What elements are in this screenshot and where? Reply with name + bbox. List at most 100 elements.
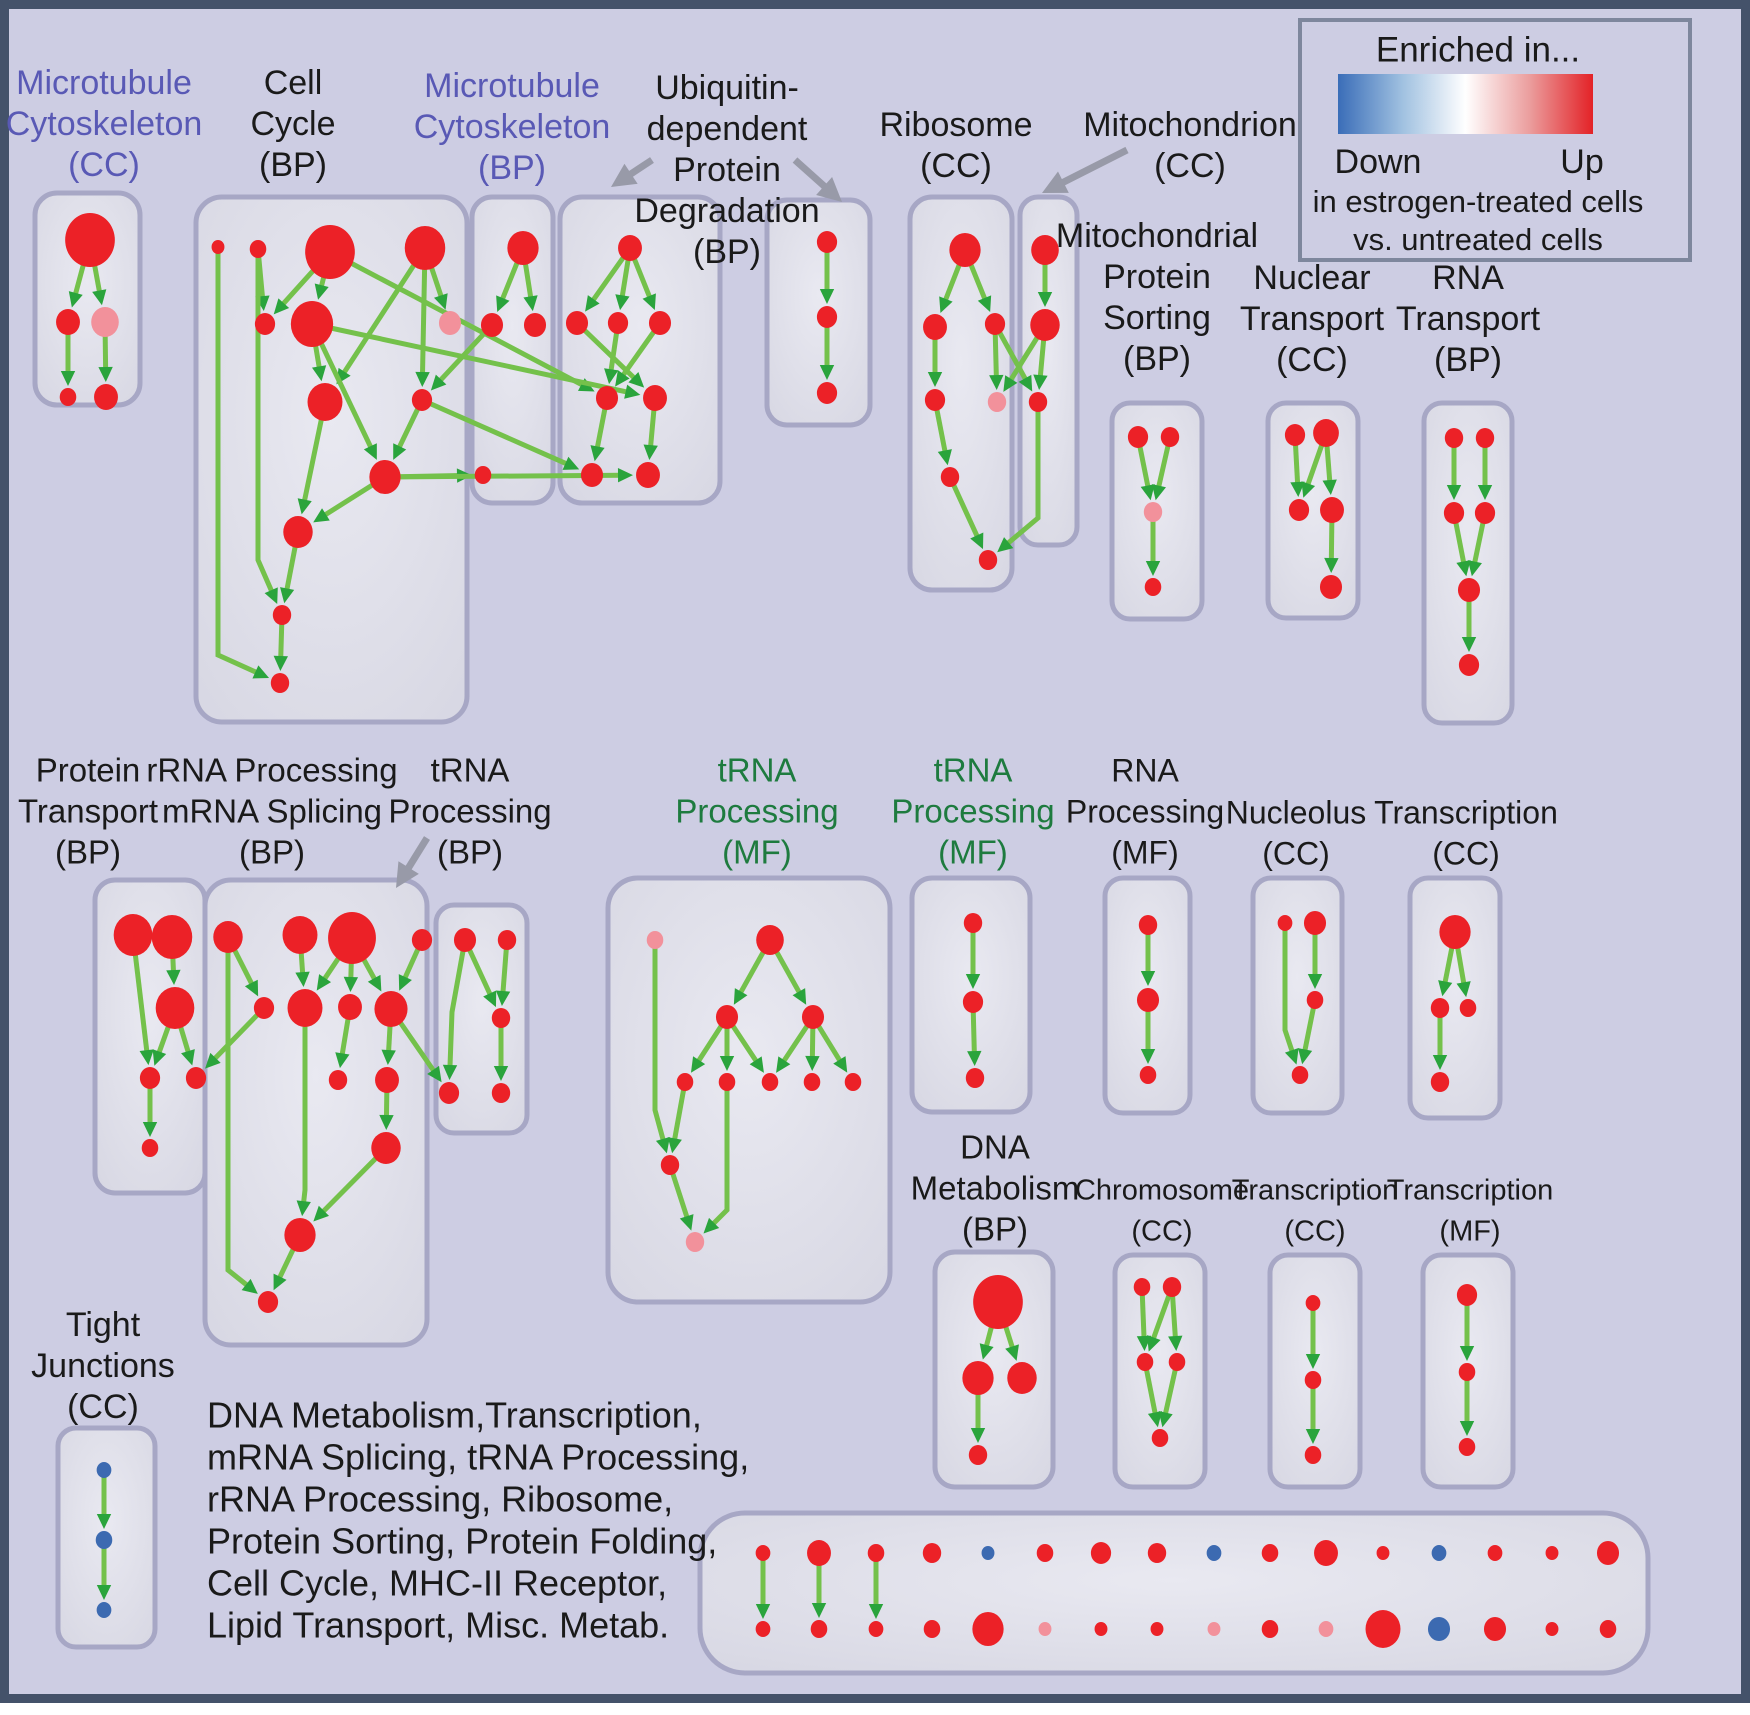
gray-arrowhead-mitochondrion xyxy=(1042,171,1069,193)
edge-arrowhead xyxy=(690,1056,706,1073)
go-term-node xyxy=(1304,1371,1322,1389)
edge-line xyxy=(319,1146,388,1216)
gray-arrow-line-mitochondrion xyxy=(1058,146,1129,188)
edge-line xyxy=(255,249,276,595)
label-line: Cell xyxy=(264,64,323,102)
edge-arrowhead xyxy=(655,1137,670,1154)
edge-arrowhead xyxy=(703,1217,720,1234)
label-line: Transcription xyxy=(1232,1175,1399,1207)
edge-arrowhead xyxy=(819,365,835,380)
go-term-node xyxy=(96,1462,112,1478)
edge-line xyxy=(340,246,428,377)
cluster-box-chromosome xyxy=(1112,1252,1208,1490)
go-term-node xyxy=(305,225,355,279)
label-line: (BP) xyxy=(1123,340,1191,378)
label-line: Ribosome xyxy=(879,106,1032,144)
label-line: Nucleolus xyxy=(1226,794,1367,830)
label-line: tRNA xyxy=(431,752,510,789)
edge-line xyxy=(1004,402,1041,548)
go-term-node xyxy=(307,383,343,421)
label-line: Processing xyxy=(891,793,1054,830)
go-term-node xyxy=(595,386,619,410)
go-term-node xyxy=(369,460,401,494)
cluster-box-misc-row xyxy=(697,1510,1651,1676)
edge-arrowhead xyxy=(1477,485,1493,500)
edge-arrowhead xyxy=(615,370,630,387)
go-term-node xyxy=(96,1602,112,1618)
go-term-node xyxy=(1303,911,1327,935)
cluster-box-transcription-cc-bot xyxy=(1267,1252,1363,1490)
go-term-node xyxy=(973,1275,1023,1329)
misc-categories-line: Lipid Transport, Misc. Metab. xyxy=(207,1605,669,1646)
go-term-node xyxy=(1144,578,1162,596)
go-term-node xyxy=(1261,1620,1279,1638)
edge-arrowhead xyxy=(590,445,605,462)
go-term-node xyxy=(1456,1284,1478,1306)
edge-arrowhead xyxy=(1037,292,1053,307)
cluster-labels: MicrotubuleCytoskeleton(CC)CellCycle(BP)… xyxy=(6,64,1558,1426)
label-line: (MF) xyxy=(938,834,1008,871)
go-term-node xyxy=(660,1155,680,1175)
edge-arrowhead xyxy=(776,1056,791,1073)
label-line: Tight xyxy=(66,1306,141,1344)
go-term-node xyxy=(375,1067,399,1093)
go-term-node xyxy=(253,997,275,1019)
label-line: Junctions xyxy=(31,1347,175,1385)
go-term-node xyxy=(643,385,667,411)
go-term-node xyxy=(580,463,604,487)
cluster-box-transcription-cc-mid xyxy=(1407,875,1503,1121)
go-term-node xyxy=(91,307,119,337)
go-term-node xyxy=(816,382,838,404)
label-line: Cytoskeleton xyxy=(414,108,611,146)
edge-arrowhead xyxy=(335,1052,350,1069)
edge-arrowhead xyxy=(1003,375,1018,392)
legend-body-line: in estrogen-treated cells xyxy=(1313,184,1644,219)
label-pointer-arrows xyxy=(396,146,1129,888)
label-line: (BP) xyxy=(478,149,546,187)
edge-arrowhead xyxy=(316,974,332,991)
go-term-node xyxy=(328,1070,348,1090)
label-line: Microtubule xyxy=(16,64,192,102)
go-term-node xyxy=(1599,1620,1617,1638)
go-term-node xyxy=(249,240,267,258)
edge-arrowhead xyxy=(1140,1049,1156,1064)
edge-arrowhead xyxy=(1324,557,1339,574)
edge-arrowhead xyxy=(433,293,448,310)
edge-arrowhead xyxy=(273,1273,287,1291)
go-term-node xyxy=(867,1544,885,1562)
edge-arrowhead xyxy=(1005,1344,1019,1361)
label-transcription-cc-2: Transcription (CC) xyxy=(1232,1175,1399,1248)
edge-arrowhead xyxy=(427,1065,442,1083)
go-term-node xyxy=(139,1067,161,1089)
edge-arrowhead xyxy=(1438,980,1453,997)
go-term-node xyxy=(1151,1429,1169,1447)
go-term-node xyxy=(965,1068,985,1088)
label-line: (CC) xyxy=(1262,835,1330,871)
go-term-node xyxy=(480,313,504,337)
go-term-node xyxy=(1314,1540,1338,1566)
label-line: RNA xyxy=(1111,752,1179,788)
edge-arrowhead xyxy=(1147,1411,1163,1428)
edge-arrowhead xyxy=(1461,637,1477,652)
legend-up-label: Up xyxy=(1560,143,1603,181)
edge-arrowhead xyxy=(1456,981,1471,998)
go-term-node xyxy=(1376,1546,1390,1560)
misc-categories-line: DNA Metabolism,Transcription, xyxy=(207,1395,702,1436)
edge-arrowhead xyxy=(733,988,748,1005)
label-rrna-processing: rRNA Processing mRNA Splicing (BP) xyxy=(146,752,397,871)
label-mitochondrion: Mitochondrion(CC) xyxy=(1083,106,1297,185)
go-term-node xyxy=(1457,578,1481,602)
label-line: tRNA xyxy=(934,752,1013,789)
go-term-node xyxy=(981,1546,995,1560)
go-term-node xyxy=(922,1543,942,1563)
edge-arrowhead xyxy=(1298,1048,1313,1065)
label-line: Cycle xyxy=(250,105,335,143)
go-term-node xyxy=(474,466,492,484)
edge-arrowhead xyxy=(604,368,619,385)
edge-arrowhead xyxy=(628,372,645,388)
go-term-node xyxy=(1150,1622,1164,1636)
